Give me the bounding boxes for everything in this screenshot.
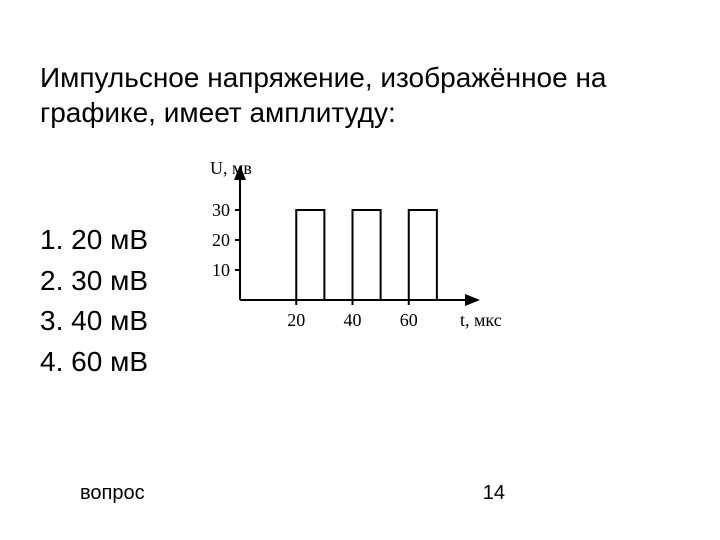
slide: Импульсное напряжение, изображённое на г… (0, 0, 720, 540)
answer-options: 1. 20 мВ 2. 30 мВ 3. 40 мВ 4. 60 мВ (40, 220, 148, 382)
option-2: 2. 30 мВ (40, 261, 148, 302)
option-4: 4. 60 мВ (40, 342, 148, 383)
svg-text:40: 40 (344, 310, 362, 330)
option-3: 3. 40 мВ (40, 301, 148, 342)
option-number: 1. (40, 224, 63, 255)
svg-text:20: 20 (212, 230, 230, 250)
pulse-chart: 10 20 30 20 40 60 U, мв t, мкс (185, 155, 505, 345)
option-1: 1. 20 мВ (40, 220, 148, 261)
option-number: 2. (40, 265, 63, 296)
option-number: 4. (40, 346, 63, 377)
svg-text:20: 20 (287, 310, 305, 330)
svg-text:30: 30 (212, 200, 230, 220)
question-text: Импульсное напряжение, изображённое на г… (40, 60, 680, 130)
footer-label: вопрос (80, 482, 145, 505)
option-text: 40 мВ (71, 305, 148, 336)
svg-text:60: 60 (400, 310, 418, 330)
option-text: 20 мВ (71, 224, 148, 255)
option-number: 3. (40, 305, 63, 336)
svg-text:U, мв: U, мв (210, 158, 252, 178)
option-text: 30 мВ (71, 265, 148, 296)
page-number: 14 (483, 482, 505, 505)
pulse-chart-svg: 10 20 30 20 40 60 U, мв t, мкс (185, 155, 505, 345)
option-text: 60 мВ (71, 346, 148, 377)
svg-text:t, мкс: t, мкс (460, 310, 502, 330)
svg-text:10: 10 (212, 260, 230, 280)
